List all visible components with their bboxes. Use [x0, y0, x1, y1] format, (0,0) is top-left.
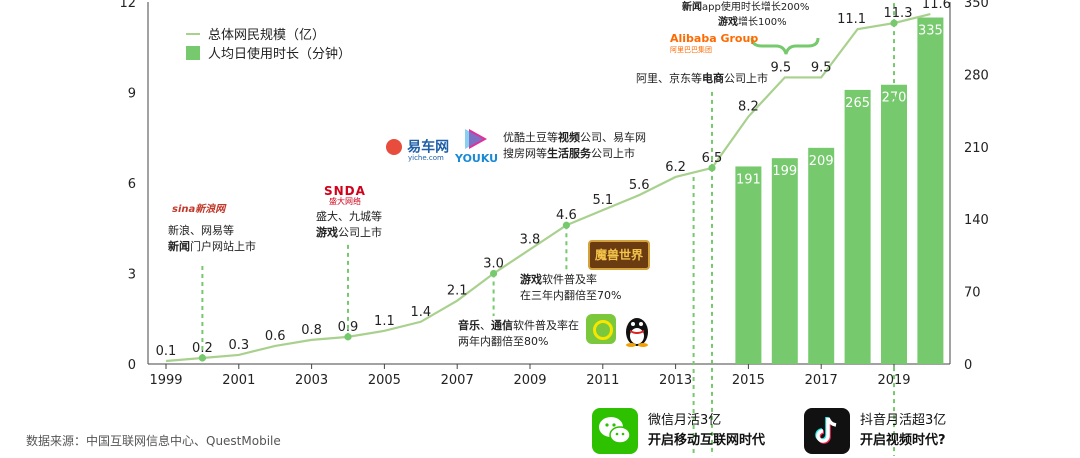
sina-logo: sina新浪网: [172, 204, 226, 215]
right-tick-label: 210: [964, 141, 989, 156]
wechat-line2: 开启移动互联网时代: [648, 433, 766, 448]
line-value-label: 1.1: [374, 314, 395, 329]
x-tick-label: 2001: [222, 373, 255, 388]
marker-dot-2008: [490, 269, 498, 278]
marker-dot-2010: [562, 221, 571, 229]
x-tick-label: 2003: [295, 373, 328, 388]
marker-dot-2000: [198, 354, 206, 362]
x-tick-label: 2013: [659, 373, 692, 388]
left-tick-label: 9: [128, 87, 136, 102]
wow-logo: 魔兽世界: [588, 240, 650, 270]
line-value-label: 0.2: [192, 341, 213, 356]
bar-2015: [735, 166, 762, 364]
line-value-label: 0.1: [156, 344, 177, 359]
annotation-2013: 优酷土豆等视频公司、易车网 搜房网等生活服务公司上市: [503, 131, 646, 160]
bar-2018: [844, 89, 871, 365]
marker-dot-2014: [708, 164, 716, 172]
line-value-label: 0.6: [265, 329, 286, 344]
line-value-label: 3.8: [520, 232, 541, 247]
marker-dot-2004: [344, 333, 352, 341]
bar-2016: [771, 158, 798, 364]
x-tick-label: 1999: [149, 373, 182, 388]
brace-shape: [750, 37, 820, 55]
legend-line-swatch: [186, 32, 200, 35]
alibaba-logo: Alibaba Group 阿里巴巴集团: [670, 32, 759, 54]
bar-value-label: 209: [809, 154, 834, 169]
left-tick-label: 12: [119, 0, 136, 11]
line-value-label: 6.5: [702, 151, 723, 166]
legend-line-entry: 总体网民规模（亿）: [186, 24, 351, 43]
line-value-label: 8.2: [738, 100, 759, 115]
douyin-milestone: 抖音月活超3亿 开启视频时代?: [804, 408, 946, 454]
douyin-line2: 开启视频时代?: [860, 433, 946, 448]
x-tick-label: 2011: [586, 373, 619, 388]
douyin-line1: 抖音月活超3亿: [860, 413, 947, 428]
right-tick-label: 0: [964, 358, 972, 373]
bar-2017: [808, 147, 835, 364]
legend-bar-entry: 人均日使用时长（分钟）: [186, 43, 351, 62]
line-value-label: 3.0: [483, 257, 504, 272]
right-tick-label: 280: [964, 68, 989, 83]
right-tick-label: 350: [964, 0, 989, 11]
line-value-label: 6.2: [665, 160, 686, 175]
left-tick-label: 6: [128, 177, 136, 192]
wechat-line1: 微信月活3亿: [648, 413, 722, 428]
x-tick-label: 2015: [732, 373, 765, 388]
youku-play-icon: [464, 129, 487, 149]
bar-value-label: 191: [736, 172, 761, 187]
line-value-label: 1.4: [410, 305, 431, 320]
legend: 总体网民规模（亿） 人均日使用时长（分钟）: [186, 24, 351, 62]
yiche-logo: 易车网 yiche.com: [386, 136, 449, 162]
line-value-label: 11.3: [884, 6, 913, 21]
yiche-mark-icon: [386, 138, 402, 155]
annotation-2010: 游戏软件普及率 在三年内翻倍至70%: [520, 273, 622, 302]
line-value-label: 0.3: [228, 338, 249, 353]
qq-music-icon: [586, 314, 616, 344]
legend-line-label: 总体网民规模（亿）: [208, 28, 326, 43]
annotation-2016: 新闻app使用时长增长200% 游戏增长100%: [682, 2, 810, 28]
left-tick-label: 0: [128, 358, 136, 373]
line-value-label: 11.6: [922, 0, 951, 12]
legend-bar-swatch: [186, 45, 200, 60]
marker-dot-2019: [890, 19, 898, 27]
bar-2020: [917, 17, 944, 365]
line-value-label: 2.1: [447, 284, 468, 299]
youku-logo: YOUKU: [455, 128, 498, 165]
right-tick-label: 140: [964, 213, 989, 228]
x-tick-label: 2019: [877, 373, 910, 388]
qq-penguin-icon: [622, 314, 652, 352]
left-tick-label: 3: [128, 268, 136, 283]
line-value-label: 9.5: [811, 60, 832, 75]
line-value-label: 5.6: [629, 178, 650, 193]
line-value-label: 0.9: [338, 320, 359, 335]
annotation-2004: 盛大、九城等 游戏公司上市: [316, 210, 382, 239]
bar-value-label: 265: [845, 96, 870, 111]
line-value-label: 11.1: [837, 12, 866, 27]
line-value-label: 4.6: [556, 208, 577, 223]
line-value-label: 0.8: [301, 323, 322, 338]
bar-value-label: 199: [772, 164, 797, 179]
wechat-milestone: 微信月活3亿 开启移动互联网时代: [592, 408, 765, 454]
right-tick-label: 70: [964, 286, 981, 301]
x-tick-label: 2007: [441, 373, 474, 388]
data-source-note: 数据来源：中国互联网信息中心、QuestMobile: [26, 434, 281, 448]
line-value-label: 9.5: [770, 60, 791, 75]
annotation-2000: 新浪、网易等 新闻门户网站上市: [168, 224, 256, 253]
bar-value-label: 335: [918, 24, 943, 39]
x-tick-label: 2005: [368, 373, 401, 388]
line-value-label: 5.1: [592, 193, 613, 208]
annotation-2008: 音乐、通信软件普及率在 两年内翻倍至80%: [458, 319, 579, 348]
douyin-icon: [804, 408, 850, 454]
snda-logo: SNDA 盛大网络: [324, 184, 366, 206]
annotation-2014: 阿里、京东等电商公司上市: [636, 72, 768, 85]
x-tick-label: 2017: [805, 373, 838, 388]
x-tick-label: 2009: [513, 373, 546, 388]
wechat-icon: [592, 408, 638, 454]
legend-bar-label: 人均日使用时长（分钟）: [208, 47, 352, 62]
line-series-path: [165, 12, 931, 363]
